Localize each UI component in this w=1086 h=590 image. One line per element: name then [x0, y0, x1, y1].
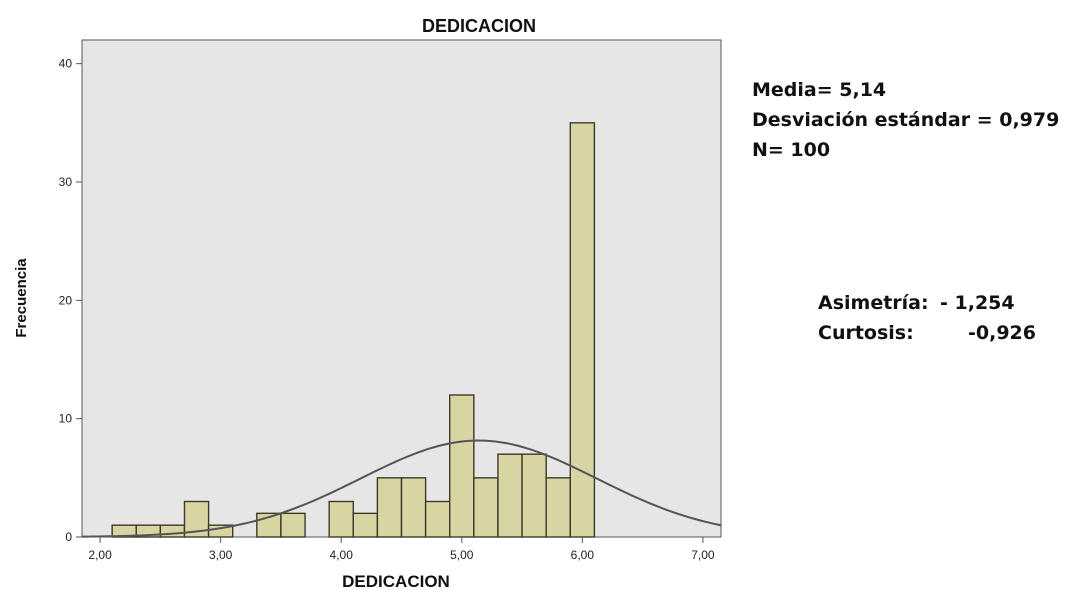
asimetria-label: Asimetría: — [818, 292, 929, 314]
histogram-bar-13 — [449, 394, 475, 538]
histogram-bar-9 — [352, 512, 379, 538]
y-tick-label-0: 0 — [65, 530, 72, 544]
histogram-bar-7 — [280, 512, 306, 538]
asimetria-value: - 1,254 — [940, 292, 1015, 314]
plot-area — [81, 39, 722, 538]
histogram-bar-14 — [473, 477, 499, 538]
x-tick-label-2: 2,00 — [88, 548, 112, 562]
x-tick-label-5: 5,00 — [450, 548, 474, 562]
summary-stats: Media= 5,14 Desviación estándar = 0,979 … — [752, 75, 1059, 165]
histogram-bar-11 — [400, 477, 427, 538]
chart-title: DEDICACION — [422, 16, 536, 36]
x-tick-label-7: 7,00 — [691, 548, 715, 562]
asimetria-row: Asimetría: - 1,254 — [818, 288, 1036, 318]
y-axis-label: Frecuencia — [13, 258, 30, 338]
x-tick-label-3: 3,00 — [209, 548, 233, 562]
histogram-bar-16 — [521, 453, 547, 538]
y-tick-label-40: 40 — [59, 57, 73, 71]
stat-desviacion: Desviación estándar = 0,979 — [752, 109, 1060, 131]
curtosis-label: Curtosis: — [818, 322, 914, 344]
histogram-bar-17 — [545, 477, 571, 538]
histogram-chart: DEDICACION 0 10 20 30 40 2,00 3,00 4,00 5,00 6,0… — [13, 16, 722, 590]
x-tick-label-6: 6,00 — [571, 548, 595, 562]
x-axis-label: DEDICACION — [342, 572, 450, 590]
curtosis-value: -0,926 — [968, 322, 1036, 344]
y-tick-label-10: 10 — [59, 412, 73, 426]
histogram-bar-12 — [424, 500, 451, 538]
stat-media: Media= 5,14 — [752, 79, 887, 101]
curtosis-row: Curtosis: -0,926 — [818, 318, 1036, 348]
shape-stats: Asimetría: - 1,254 Curtosis: -0,926 — [818, 288, 1036, 348]
stat-n: N= 100 — [752, 139, 831, 161]
histogram-bar-10 — [376, 477, 403, 538]
histogram-bar-15 — [497, 453, 523, 538]
y-tick-label-30: 30 — [59, 175, 73, 189]
histogram-bar-8 — [328, 500, 354, 538]
x-tick-label-4: 4,00 — [330, 548, 354, 562]
normal-curve — [81, 439, 722, 538]
y-tick-label-20: 20 — [59, 293, 73, 307]
